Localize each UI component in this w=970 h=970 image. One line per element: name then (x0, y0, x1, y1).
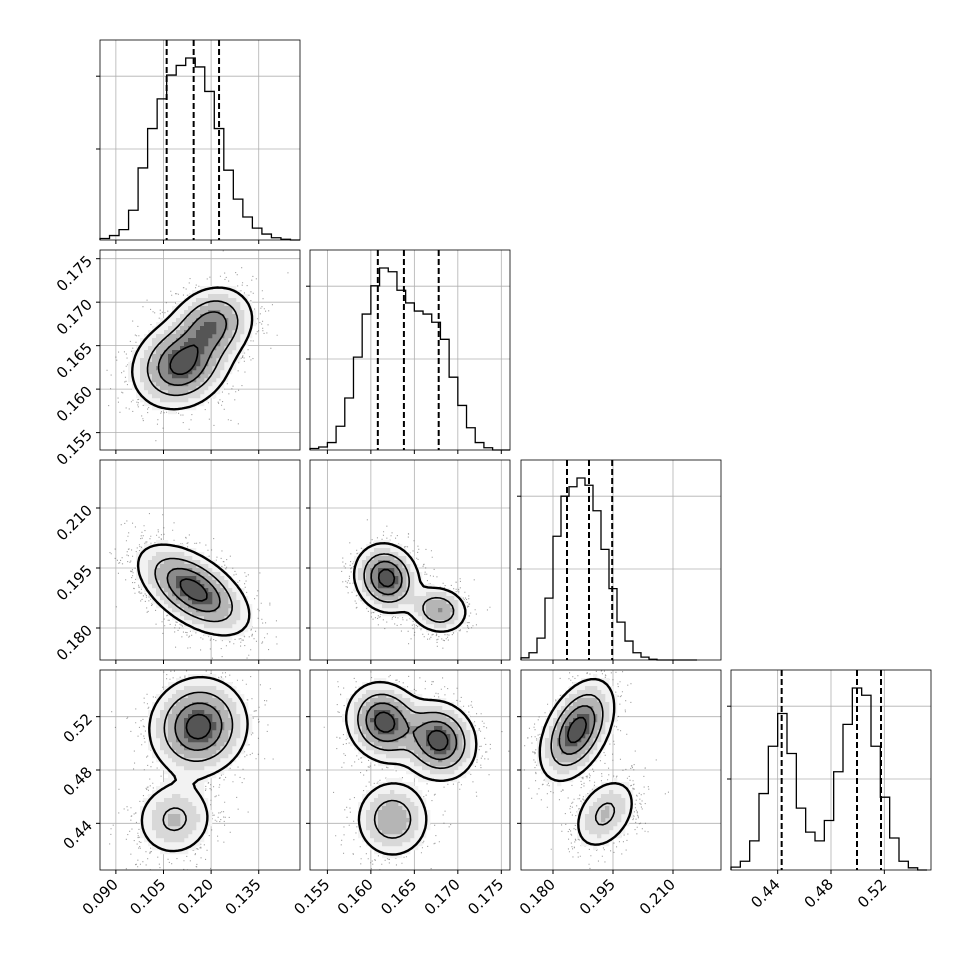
tick-label: 0.160 (334, 875, 377, 918)
tick-label: 0.48 (60, 763, 96, 799)
contour-line (185, 713, 212, 740)
contour-line (567, 716, 587, 744)
contour-line (154, 557, 233, 623)
contour-line (377, 568, 396, 588)
tick-label: 0.120 (174, 875, 217, 918)
tick-label: 0.175 (53, 252, 96, 295)
panel-frame (309, 249, 511, 451)
density-level (168, 568, 221, 613)
density-level (184, 710, 217, 743)
panel-2d-2-3 (520, 669, 722, 871)
tick-label: 0.180 (516, 875, 559, 918)
tick-label: 0.155 (53, 426, 96, 469)
contour-line (538, 677, 633, 846)
contour-line (558, 705, 596, 755)
density-level (148, 302, 237, 395)
histogram-3 (730, 687, 927, 871)
contour-line (352, 542, 467, 633)
contour-line (157, 311, 228, 386)
contour-line (169, 344, 199, 375)
tick-label: 0.44 (60, 817, 96, 853)
density-level (128, 286, 257, 415)
density-level (370, 560, 443, 613)
panel-2d-0-3 (99, 669, 301, 871)
panel-2d-1-3 (309, 669, 511, 871)
tick-label: 0.170 (53, 295, 96, 338)
scatter-points (523, 670, 669, 870)
density-level (148, 552, 241, 629)
density-level (354, 540, 467, 633)
contour-line (166, 567, 221, 613)
contour-line (179, 578, 208, 602)
tick-label: 0.155 (290, 875, 333, 918)
tick-label: 0.175 (464, 875, 507, 918)
tick-label: 0.195 (576, 875, 619, 918)
panel-frame (99, 249, 301, 451)
contour-line (146, 300, 239, 397)
tick-label: 0.44 (747, 875, 783, 911)
tick-label: 0.210 (636, 875, 679, 918)
density-level (366, 702, 459, 763)
panel-frame (309, 459, 511, 661)
panel-2d-0-1 (99, 249, 301, 451)
tick-label: 0.160 (53, 382, 96, 425)
density-level (366, 556, 455, 621)
tick-label: 0.48 (801, 875, 837, 911)
density-level (168, 694, 233, 827)
density-level (168, 322, 217, 379)
tick-label: 0.165 (53, 339, 96, 382)
panel-frame (99, 39, 301, 241)
contour-line (550, 693, 616, 826)
histogram-1 (309, 267, 510, 451)
density-level (370, 710, 451, 755)
panel-2d-1-2 (309, 459, 511, 661)
density-level (152, 686, 241, 843)
contour-line (345, 680, 478, 856)
panel-2d-0-2 (99, 459, 301, 661)
panel-frame (520, 459, 722, 661)
density-level (176, 576, 213, 605)
tick-label: 0.090 (79, 875, 122, 918)
plot-area (96, 39, 932, 874)
tick-label: 0.180 (53, 621, 96, 664)
density-level (553, 698, 610, 823)
tick-label: 0.165 (377, 875, 420, 918)
contour-line (140, 675, 249, 853)
panel-frame (99, 459, 301, 661)
tick-label: 0.135 (222, 875, 265, 918)
contour-line (357, 693, 466, 839)
contour-line (374, 711, 449, 752)
density-level (140, 294, 245, 403)
contour-line (136, 543, 251, 637)
tick-label: 0.170 (421, 875, 464, 918)
tick-label: 0.195 (53, 561, 96, 604)
tick-label: 0.52 (60, 710, 96, 746)
tick-label: 0.52 (854, 875, 890, 911)
tick-label: 0.105 (126, 875, 169, 918)
contour-line (131, 286, 254, 411)
tick-label: 0.210 (53, 501, 96, 544)
contour-line (162, 691, 234, 832)
contour-line (363, 553, 455, 623)
histogram-0 (99, 57, 300, 241)
contour-line (365, 702, 458, 761)
density-level (545, 686, 626, 839)
density-level (565, 714, 590, 747)
histogram-2 (520, 477, 697, 661)
contour-line (370, 560, 403, 596)
contour-line (174, 702, 223, 751)
